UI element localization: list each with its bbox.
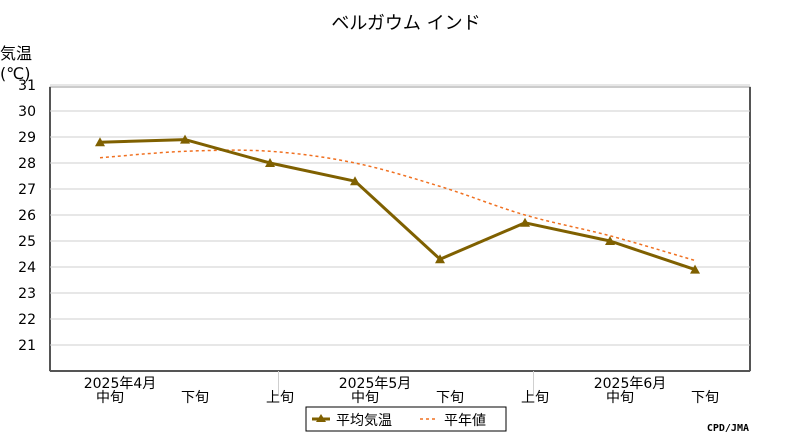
series-line-mean (99, 138, 696, 272)
y-tick-label: 28 (18, 156, 36, 172)
x-tick-labels: 中旬 下旬 上旬 中旬 下旬 上旬 中旬 下旬 2025年4月 2025年5月 2025年6月 (84, 371, 719, 406)
x-tick-label: 中旬 (606, 390, 634, 406)
series-layer (95, 134, 701, 274)
x-tick-label: 上旬 (521, 390, 549, 406)
data-point-mean (690, 264, 701, 274)
y-tick-label: 26 (18, 208, 36, 224)
legend: 平均気温 平年値 (305, 406, 507, 432)
legend-box (305, 406, 507, 432)
legend-label-mean: 平均気温 (336, 413, 392, 429)
month-label: 2025年4月 (84, 376, 157, 392)
x-tick-label: 下旬 (436, 390, 464, 406)
data-point-mean (180, 134, 191, 144)
y-tick-label: 29 (18, 130, 36, 146)
credit-label: CPD/JMA (707, 423, 749, 434)
y-tick-label: 21 (18, 338, 36, 354)
data-point-mean (265, 158, 276, 167)
data-point-mean (350, 176, 361, 186)
y-tick-label: 25 (18, 234, 36, 250)
month-label: 2025年5月 (339, 376, 412, 392)
y-tick-label: 23 (18, 286, 36, 302)
legend-label-normal: 平年値 (444, 413, 486, 429)
legend-marker-triangle (316, 414, 326, 422)
data-point-mean (95, 137, 105, 147)
plot-area (49, 86, 751, 372)
grid-lines (50, 84, 750, 346)
y-tick-labels: 21 22 23 24 25 26 27 28 29 30 31 (18, 78, 36, 354)
y-tick-label: 30 (18, 104, 36, 120)
data-point-mean (435, 254, 446, 264)
data-point-mean (605, 236, 616, 245)
data-point-mean (520, 217, 531, 227)
y-tick-label: 31 (18, 78, 36, 94)
y-tick-label: 22 (18, 312, 36, 328)
x-tick-label: 下旬 (181, 390, 209, 406)
x-tick-label: 中旬 (351, 390, 379, 406)
chart-title: ベルガウム インド (331, 13, 480, 34)
x-tick-label: 下旬 (691, 390, 719, 406)
x-tick-label: 上旬 (266, 390, 294, 406)
month-label: 2025年6月 (594, 376, 667, 392)
y-tick-label: 27 (18, 182, 36, 198)
y-tick-label: 24 (18, 260, 36, 276)
series-line-normal (99, 149, 696, 262)
x-tick-label: 中旬 (96, 390, 124, 406)
y-axis-unit: (℃) (0, 64, 30, 83)
y-axis-label: 気温 (0, 44, 32, 63)
